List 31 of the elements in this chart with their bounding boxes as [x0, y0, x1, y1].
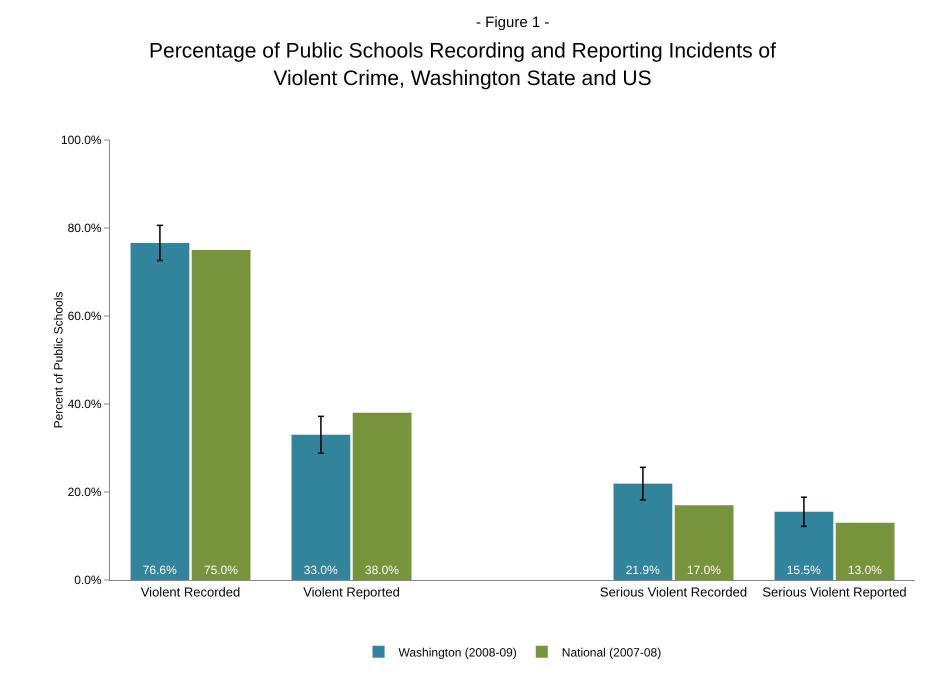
y-tick-label: 0.0% — [74, 573, 102, 588]
y-tick-label: 20.0% — [68, 485, 102, 500]
x-tick-label: Violent Reported — [303, 584, 400, 600]
bar — [292, 434, 350, 580]
y-tick-label: 60.0% — [68, 309, 102, 324]
chart-title: Percentage of Public Schools Recording and Reporting Incidents of Violent Crime, Washington State and US — [149, 39, 776, 90]
data-label: 13.0% — [848, 563, 882, 577]
data-label: 17.0% — [686, 563, 722, 577]
legend-label: National (2007-08) — [562, 645, 662, 660]
bar — [674, 505, 734, 580]
data-label: 33.0% — [304, 563, 338, 577]
x-tick-label: Serious Violent Recorded — [600, 584, 748, 600]
y-axis-title: Percent of Public Schools — [52, 292, 66, 428]
bar — [836, 522, 894, 580]
bar — [614, 484, 672, 580]
bar — [774, 512, 834, 580]
y-tick-label: 40.0% — [68, 397, 102, 412]
data-label: 76.6% — [142, 563, 178, 577]
data-label: 75.0% — [204, 563, 238, 577]
data-label: 21.9% — [626, 563, 660, 577]
y-tick-label: 100.0% — [60, 133, 102, 148]
bar — [192, 250, 250, 580]
chart-subtitle: - Figure 1 - — [476, 14, 550, 31]
bar — [130, 242, 190, 580]
y-tick-label: 80.0% — [68, 221, 102, 236]
legend-label: Washington (2008-09) — [398, 645, 517, 660]
x-tick-label: Serious Violent Reported — [762, 584, 907, 600]
data-label: 38.0% — [364, 563, 400, 577]
data-label: 15.5% — [786, 563, 822, 577]
x-tick-label: Violent Recorded — [140, 584, 240, 600]
bar — [352, 412, 412, 580]
